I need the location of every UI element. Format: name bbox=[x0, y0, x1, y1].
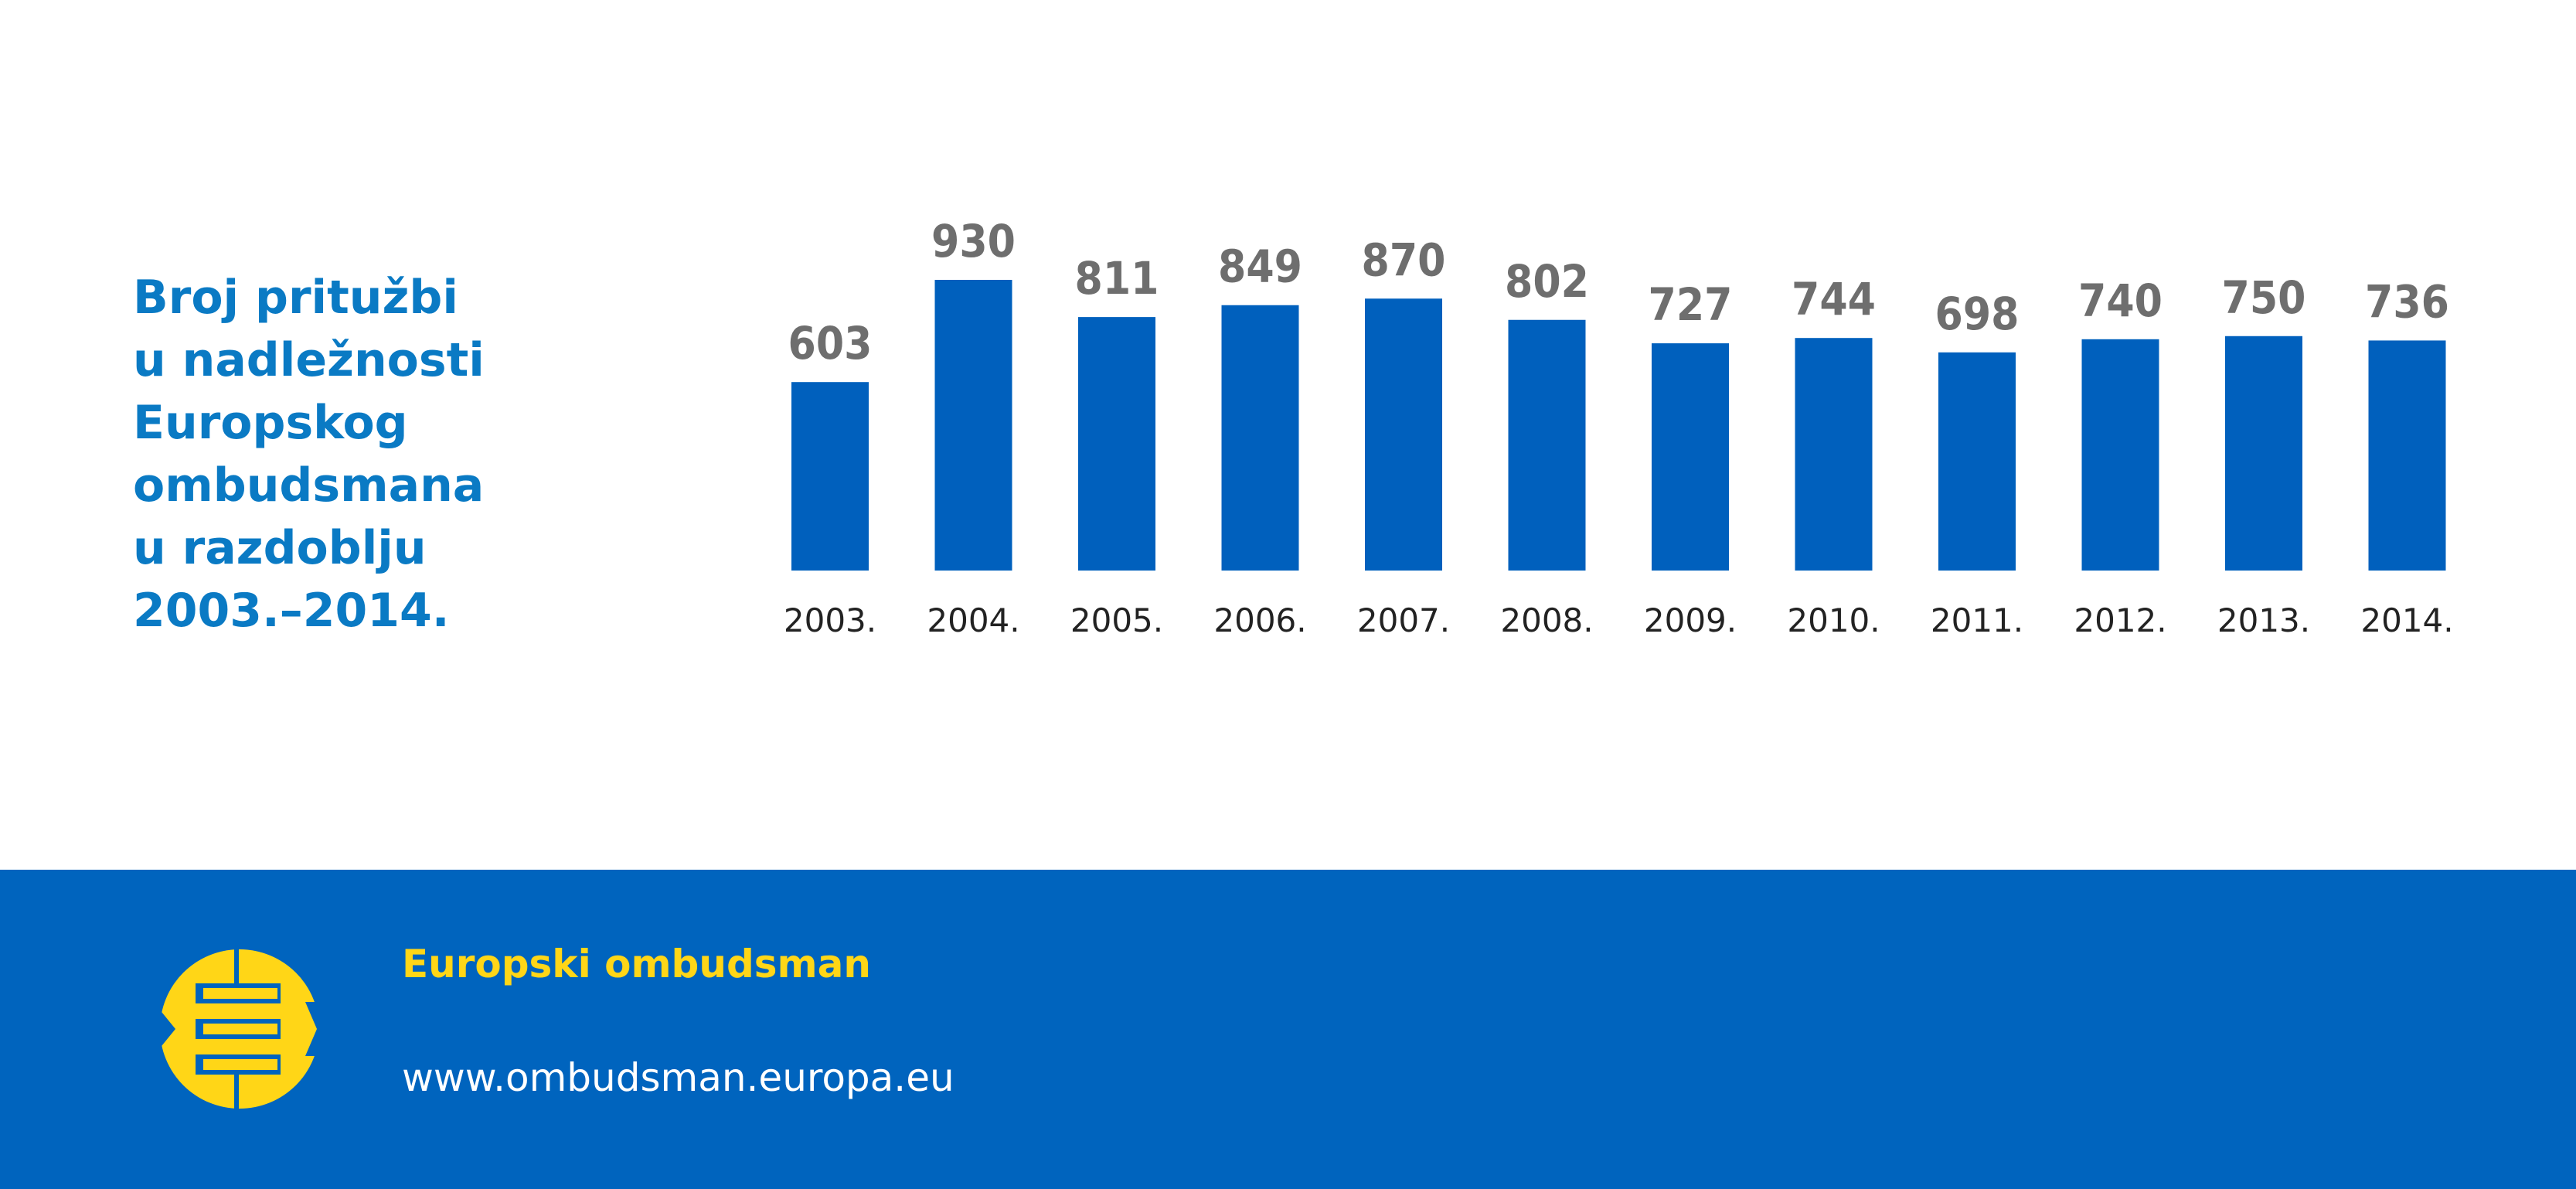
value-label: 698 bbox=[1935, 288, 2020, 340]
bar-chart: 603 2003. 930 2004. 811 2005. 849 2006. 870 2007.… bbox=[784, 215, 2454, 639]
value-label: 727 bbox=[1649, 278, 1733, 331]
bar-2007. bbox=[1365, 298, 1442, 571]
x-tick-label: 2013. bbox=[2217, 601, 2310, 639]
x-tick-label: 2007. bbox=[1357, 601, 1450, 639]
x-tick-label: 2012. bbox=[2074, 601, 2166, 639]
chart-title: Broj pritužbi u nadležnosti Europskog om… bbox=[133, 267, 566, 642]
european-ombudsman-logo bbox=[158, 948, 321, 1110]
x-tick-label: 2010. bbox=[1787, 601, 1880, 639]
x-tick-label: 2005. bbox=[1070, 601, 1163, 639]
bar-2005. bbox=[1078, 317, 1155, 571]
bar-2004. bbox=[934, 280, 1012, 571]
footer-band bbox=[0, 870, 2576, 1189]
x-tick-label: 2004. bbox=[927, 601, 1019, 639]
website-link[interactable]: www.ombudsman.europa.eu bbox=[402, 1055, 955, 1100]
title-line: u nadležnosti bbox=[133, 333, 485, 387]
bar-2012. bbox=[2081, 339, 2159, 571]
bar-2008. bbox=[1508, 319, 1586, 571]
bar-2014. bbox=[2368, 340, 2446, 571]
value-label: 736 bbox=[2365, 275, 2449, 328]
title-line: Europskog bbox=[133, 396, 408, 450]
title-line: u razdoblju bbox=[133, 521, 427, 575]
x-tick-label: 2009. bbox=[1644, 601, 1737, 639]
value-label: 849 bbox=[1218, 240, 1302, 293]
value-label: 744 bbox=[1792, 273, 1876, 325]
value-label: 740 bbox=[2078, 274, 2163, 327]
bar-2013. bbox=[2225, 336, 2302, 571]
x-tick-label: 2006. bbox=[1213, 601, 1306, 639]
value-label: 870 bbox=[1362, 233, 1446, 286]
bar-2006. bbox=[1221, 305, 1299, 571]
bar-2011. bbox=[1938, 352, 2016, 571]
value-label: 750 bbox=[2222, 271, 2306, 324]
title-line: 2003.–2014. bbox=[133, 584, 450, 638]
bar-2010. bbox=[1795, 338, 1873, 571]
x-tick-label: 2008. bbox=[1500, 601, 1593, 639]
value-label: 802 bbox=[1505, 255, 1589, 308]
x-tick-label: 2011. bbox=[1931, 601, 2023, 639]
title-line: ombudsmana bbox=[133, 458, 485, 513]
title-line: Broj pritužbi bbox=[133, 271, 458, 325]
x-tick-label: 2003. bbox=[784, 601, 876, 639]
x-tick-label: 2014. bbox=[2360, 601, 2453, 639]
bar-2003. bbox=[791, 382, 869, 571]
value-label: 811 bbox=[1075, 252, 1159, 305]
organization-name: Europski ombudsman bbox=[402, 942, 871, 986]
bar-2009. bbox=[1652, 343, 1729, 571]
value-label: 930 bbox=[931, 215, 1016, 267]
value-label: 603 bbox=[788, 317, 873, 370]
